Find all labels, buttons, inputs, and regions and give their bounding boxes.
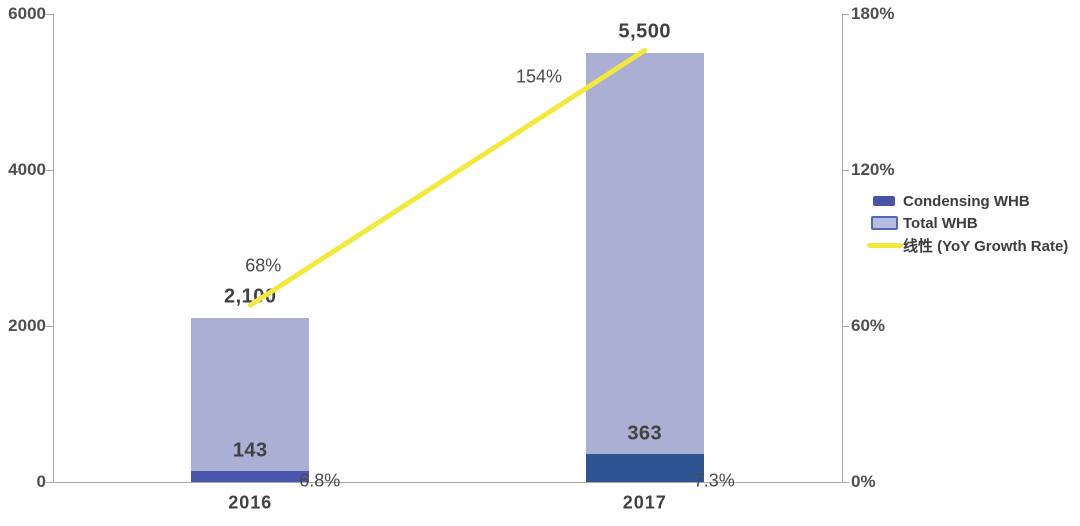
condensing-whb-value-label-2017: 363 [627,422,663,445]
right-axis-tick [842,481,849,483]
legend-label-total-whb: Total WHB [903,214,978,232]
condensing-whb-swatch [873,196,895,206]
legend-label-condensing-whb: Condensing WHB [903,192,1030,210]
legend-swatch-slot [866,216,903,230]
category-label-2017: 2017 [622,492,667,513]
legend-swatch-slot [866,242,903,248]
legend-item-condensing-whb: Condensing WHB [866,190,1068,212]
total-whb-value-label-2016: 2,100 [223,285,277,308]
legend: Condensing WHB Total WHB 线性 (YoY Growth … [866,190,1068,256]
right-y-axis-line [842,14,843,483]
x-axis-line [53,482,843,483]
legend-label-yoy-growth: 线性 (YoY Growth Rate) [903,237,1069,255]
left-axis-tick [46,325,53,327]
total-whb-swatch [871,216,898,230]
yoy-growth-label-2017: 154% [515,66,563,87]
total-whb-value-label-2017: 5,500 [618,20,672,43]
condensing-whb-bar-2017 [585,453,704,482]
condensing-share-label-2017: 7.3% [693,470,735,491]
yoy-line-swatch [867,242,903,248]
right-axis-tick [842,169,849,171]
right-axis-tick-label: 0% [851,472,876,491]
right-axis-tick [842,325,849,327]
right-axis-tick-label: 180% [851,4,895,23]
right-axis-tick-label: 120% [851,160,895,179]
yoy-growth-label-2016: 68% [245,255,282,276]
total-whb-bar-2017 [585,53,704,482]
condensing-whb-bar-2016 [191,470,310,482]
left-axis-tick [46,481,53,483]
left-y-axis-line [53,14,54,483]
left-axis-tick-label: 6000 [8,4,46,23]
condensing-share-label-2016: 6.8% [299,470,341,491]
right-axis-tick [842,13,849,15]
right-axis-tick-label: 60% [851,316,886,335]
legend-item-total-whb: Total WHB [866,212,1068,234]
total-whb-bar-2016 [191,318,310,482]
condensing-whb-value-label-2016: 143 [232,439,268,462]
left-axis-tick [46,169,53,171]
left-axis-tick-label: 2000 [8,316,46,335]
category-label-2016: 2016 [228,492,273,513]
legend-item-yoy-growth: 线性 (YoY Growth Rate) [866,234,1068,256]
left-axis-tick-label: 4000 [8,160,46,179]
left-axis-tick [46,13,53,15]
left-axis-tick-label: 0 [36,472,46,491]
legend-swatch-slot [866,196,903,206]
